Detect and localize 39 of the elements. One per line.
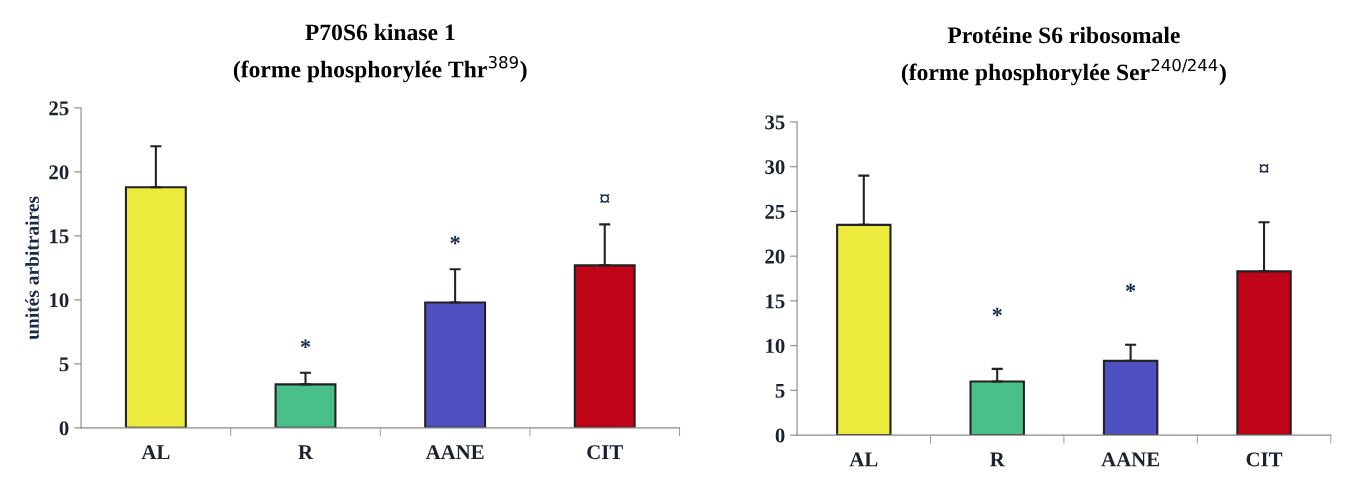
y-tick-label: 30 bbox=[765, 160, 785, 175]
chart-title: Protéine S6 ribosomale (forme phosphorylée Ser$^{240/244}$) bbox=[901, 26, 1226, 86]
y-tick-label: 10 bbox=[50, 293, 69, 308]
bar bbox=[836, 223, 892, 436]
x-tick-label: AANE bbox=[425, 445, 484, 459]
y-tick-label: 10 bbox=[766, 339, 785, 354]
x-tick-label: CIT bbox=[1246, 452, 1283, 467]
y-tick-label: 0 bbox=[775, 428, 785, 443]
bar bbox=[573, 264, 636, 428]
y-tick-label: 5 bbox=[59, 357, 69, 372]
y-tick-label: 20 bbox=[765, 249, 785, 264]
y-tick-label: 0 bbox=[59, 421, 69, 436]
x-tick-label: AL bbox=[141, 445, 170, 459]
bar bbox=[424, 301, 487, 428]
bar bbox=[1102, 359, 1159, 436]
bar bbox=[124, 186, 187, 428]
y-tick-label: 35 bbox=[765, 115, 785, 130]
chart-title: P70S6 kinase 1 (forme phosphorylée Thr$^{389}$) bbox=[233, 23, 527, 83]
annotation: * bbox=[450, 235, 460, 245]
bar bbox=[969, 380, 1025, 436]
x-tick-label: AL bbox=[849, 452, 878, 467]
annotation: * bbox=[1125, 283, 1136, 293]
x-tick-label: R bbox=[298, 445, 314, 459]
y-tick-label: 20 bbox=[49, 165, 69, 180]
annotation: * bbox=[300, 339, 311, 348]
y-tick-label: 5 bbox=[775, 383, 785, 398]
bar bbox=[1236, 270, 1292, 436]
x-tick-label: R bbox=[990, 452, 1005, 467]
y-axis-title: unités arbitraires bbox=[25, 196, 39, 340]
y-tick-label: 15 bbox=[50, 229, 69, 244]
y-tick-label: 15 bbox=[766, 294, 785, 309]
y-tick-label: 25 bbox=[49, 101, 69, 116]
annotation: * bbox=[992, 307, 1002, 317]
bar bbox=[274, 383, 337, 428]
annotation: ¤ bbox=[1259, 163, 1269, 174]
y-tick-label: 25 bbox=[765, 204, 785, 219]
x-tick-label: AANE bbox=[1101, 452, 1160, 467]
annotation: ¤ bbox=[600, 193, 610, 204]
x-tick-label: CIT bbox=[587, 445, 623, 460]
